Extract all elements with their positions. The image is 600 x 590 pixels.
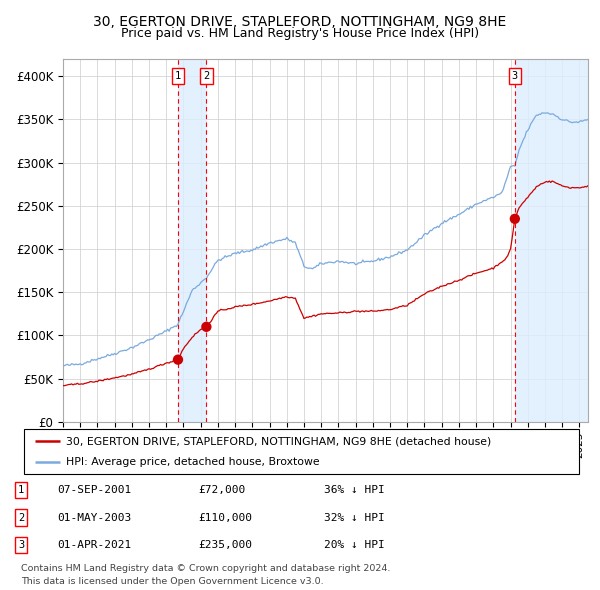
- Text: 01-APR-2021: 01-APR-2021: [57, 540, 131, 550]
- Point: [510, 214, 520, 224]
- Text: This data is licensed under the Open Government Licence v3.0.: This data is licensed under the Open Gov…: [21, 577, 323, 586]
- Text: HPI: Average price, detached house, Broxtowe: HPI: Average price, detached house, Brox…: [65, 457, 319, 467]
- Text: 07-SEP-2001: 07-SEP-2001: [57, 486, 131, 495]
- Text: 30, EGERTON DRIVE, STAPLEFORD, NOTTINGHAM, NG9 8HE (detached house): 30, EGERTON DRIVE, STAPLEFORD, NOTTINGHA…: [65, 436, 491, 446]
- Text: 2: 2: [203, 71, 209, 81]
- Text: 1: 1: [18, 486, 24, 495]
- Text: Contains HM Land Registry data © Crown copyright and database right 2024.: Contains HM Land Registry data © Crown c…: [21, 564, 391, 573]
- Text: £72,000: £72,000: [198, 486, 245, 495]
- Text: Price paid vs. HM Land Registry's House Price Index (HPI): Price paid vs. HM Land Registry's House …: [121, 27, 479, 40]
- Text: 36% ↓ HPI: 36% ↓ HPI: [324, 486, 385, 495]
- Bar: [178, 59, 206, 422]
- Text: 30, EGERTON DRIVE, STAPLEFORD, NOTTINGHAM, NG9 8HE: 30, EGERTON DRIVE, STAPLEFORD, NOTTINGHA…: [94, 15, 506, 29]
- Text: £110,000: £110,000: [198, 513, 252, 523]
- Text: 01-MAY-2003: 01-MAY-2003: [57, 513, 131, 523]
- Text: 20% ↓ HPI: 20% ↓ HPI: [324, 540, 385, 550]
- Text: 3: 3: [512, 71, 518, 81]
- Text: 2: 2: [18, 513, 24, 523]
- Point: [202, 322, 211, 332]
- Text: 3: 3: [18, 540, 24, 550]
- Text: 32% ↓ HPI: 32% ↓ HPI: [324, 513, 385, 523]
- Text: £235,000: £235,000: [198, 540, 252, 550]
- Point: [173, 355, 183, 365]
- Bar: [515, 59, 588, 422]
- Text: 1: 1: [175, 71, 181, 81]
